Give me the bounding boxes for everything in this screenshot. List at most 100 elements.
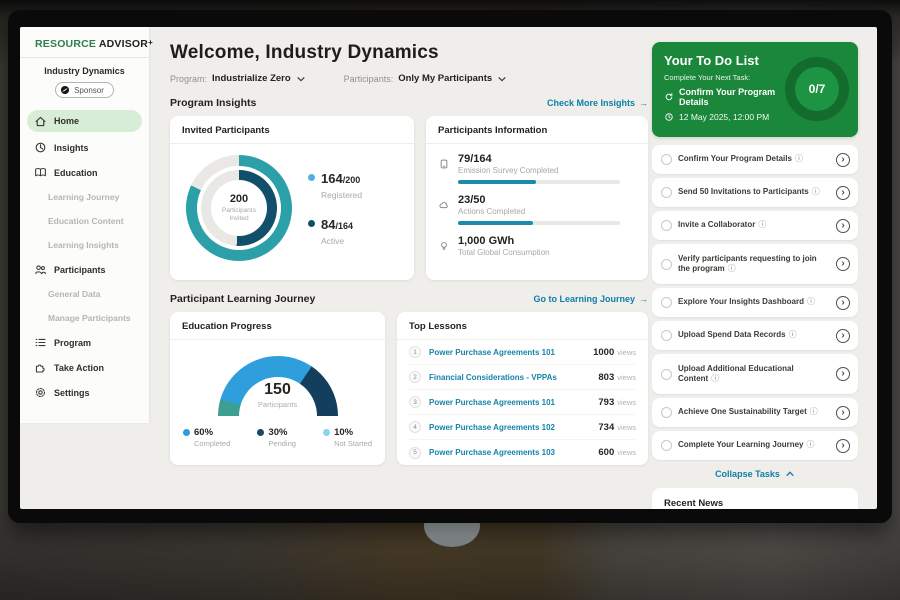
chevron-right-icon[interactable]: ›	[836, 219, 850, 233]
lesson-rank: 4	[409, 421, 421, 433]
lesson-title-link[interactable]: Power Purchase Agreements 103	[429, 448, 598, 457]
chevron-right-icon[interactable]: ›	[836, 367, 850, 381]
task-upload-spend-data[interactable]: Upload Spend Data Recordsⓘ ›	[652, 321, 858, 350]
lesson-title-link[interactable]: Financial Considerations - VPPAs	[429, 373, 598, 382]
info-icon[interactable]: ⓘ	[711, 374, 719, 383]
survey-icon	[438, 157, 450, 169]
legend-value: 60%	[194, 427, 213, 438]
monitor-bezel: RESOURCE ADVISOR+ Industry Dynamics Spon…	[8, 10, 892, 523]
task-checkbox[interactable]	[661, 330, 672, 341]
program-filter[interactable]: Program: Industrialize Zero	[170, 73, 306, 84]
lesson-row: 1 Power Purchase Agreements 101 1000 vie…	[409, 340, 636, 365]
task-achieve-sustainability-target[interactable]: Achieve One Sustainability Targetⓘ ›	[652, 398, 858, 427]
legend-dot	[308, 220, 315, 227]
lesson-rank: 2	[409, 371, 421, 383]
task-verify-participants[interactable]: Verify participants requesting to join t…	[652, 244, 858, 284]
home-icon	[34, 115, 47, 128]
sidebar-item-learning-insights[interactable]: Learning Insights	[20, 233, 149, 257]
education-icon	[34, 166, 47, 179]
sidebar-item-program[interactable]: Program	[20, 330, 149, 355]
chevron-right-icon[interactable]: ›	[836, 186, 850, 200]
lesson-title-link[interactable]: Power Purchase Agreements 101	[429, 398, 598, 407]
task-checkbox[interactable]	[661, 440, 672, 451]
chevron-right-icon[interactable]: ›	[836, 406, 850, 420]
legend-dot	[308, 174, 315, 181]
sidebar-item-participants[interactable]: Participants	[20, 257, 149, 282]
legend-not-started: 10% Not Started	[323, 427, 372, 448]
collapse-tasks-link[interactable]: Collapse Tasks	[652, 469, 858, 479]
task-checkbox[interactable]	[661, 297, 672, 308]
donut-center-value: 200	[230, 193, 248, 205]
sidebar-item-learning-journey[interactable]: Learning Journey	[20, 185, 149, 209]
sidebar-item-label: Participants	[54, 265, 106, 275]
task-complete-learning-journey[interactable]: Complete Your Learning Journeyⓘ ›	[652, 431, 858, 460]
program-filter-label: Program:	[170, 74, 207, 84]
program-icon	[34, 336, 47, 349]
sidebar-item-general-data[interactable]: General Data	[20, 282, 149, 306]
logo-plus-text: +	[148, 38, 153, 47]
chevron-right-icon[interactable]: ›	[836, 329, 850, 343]
lesson-row: 5 Power Purchase Agreements 103 600 view…	[409, 440, 636, 465]
task-checkbox[interactable]	[661, 259, 672, 270]
lesson-views: 793	[598, 397, 614, 408]
info-icon[interactable]: ⓘ	[812, 187, 820, 196]
task-checkbox[interactable]	[661, 369, 672, 380]
task-confirm-program-details[interactable]: Confirm Your Program Detailsⓘ ›	[652, 145, 858, 174]
donut-legend: 164/200 Registered 84/164 Active	[308, 170, 362, 246]
info-icon[interactable]: ⓘ	[728, 264, 736, 273]
stat-emission-survey: 79/164 Emission Survey Completed	[438, 153, 636, 184]
chevron-right-icon[interactable]: ›	[836, 296, 850, 310]
lesson-row: 4 Power Purchase Agreements 102 734 view…	[409, 415, 636, 440]
info-icon[interactable]: ⓘ	[758, 220, 766, 229]
task-explore-insights[interactable]: Explore Your Insights Dashboardⓘ ›	[652, 288, 858, 317]
task-checkbox[interactable]	[661, 220, 672, 231]
sidebar-item-education-content[interactable]: Education Content	[20, 209, 149, 233]
sidebar-item-insights[interactable]: Insights	[20, 135, 149, 160]
lesson-title-link[interactable]: Power Purchase Agreements 102	[429, 423, 598, 432]
progress-bar	[458, 180, 620, 184]
legend-total: /200	[343, 175, 361, 185]
sidebar-item-manage-participants[interactable]: Manage Participants	[20, 306, 149, 330]
task-upload-educational-content[interactable]: Upload Additional Educational Contentⓘ ›	[652, 354, 858, 394]
card-title: Education Progress	[170, 312, 385, 340]
info-icon[interactable]: ⓘ	[807, 297, 815, 306]
task-label: Achieve One Sustainability Target	[678, 407, 807, 416]
lesson-rank: 1	[409, 346, 421, 358]
logo-advisor-text: ADVISOR	[99, 38, 148, 50]
task-checkbox[interactable]	[661, 187, 672, 198]
todo-next-task-label: Confirm Your Program Details	[679, 87, 794, 107]
sidebar-item-settings[interactable]: Settings	[20, 380, 149, 405]
sidebar-item-label: Take Action	[54, 363, 104, 373]
participants-filter[interactable]: Participants: Only My Participants	[344, 73, 508, 84]
lesson-title-link[interactable]: Power Purchase Agreements 101	[429, 348, 593, 357]
settings-icon	[34, 386, 47, 399]
task-checkbox[interactable]	[661, 154, 672, 165]
lesson-views-label: views	[617, 423, 636, 432]
chevron-right-icon[interactable]: ›	[836, 153, 850, 167]
arrow-right-icon: →	[639, 294, 648, 304]
task-checkbox[interactable]	[661, 407, 672, 418]
chevron-right-icon[interactable]: ›	[836, 439, 850, 453]
sidebar-item-education[interactable]: Education	[20, 160, 149, 185]
lesson-views-label: views	[617, 448, 636, 457]
refresh-icon	[664, 92, 674, 102]
legend-dot	[183, 429, 190, 436]
go-to-learning-journey-link[interactable]: Go to Learning Journey →	[533, 294, 648, 304]
task-send-invitations[interactable]: Send 50 Invitations to Participantsⓘ ›	[652, 178, 858, 207]
task-invite-collaborator[interactable]: Invite a Collaboratorⓘ ›	[652, 211, 858, 240]
collapse-label: Collapse Tasks	[715, 469, 780, 479]
info-icon[interactable]: ⓘ	[789, 330, 797, 339]
lesson-views: 803	[598, 372, 614, 383]
link-label: Go to Learning Journey	[533, 294, 635, 304]
info-icon[interactable]: ⓘ	[807, 440, 815, 449]
education-gauge-chart: 150 Participants	[218, 356, 338, 416]
check-more-insights-link[interactable]: Check More Insights →	[547, 98, 648, 108]
sidebar-item-take-action[interactable]: Take Action	[20, 355, 149, 380]
sidebar-item-home[interactable]: Home	[27, 110, 142, 132]
chevron-right-icon[interactable]: ›	[836, 257, 850, 271]
info-icon[interactable]: ⓘ	[795, 154, 803, 163]
link-label: Check More Insights	[547, 98, 635, 108]
lightbulb-icon	[438, 239, 450, 251]
journey-cards-row: Education Progress 150 Participants 60% …	[170, 312, 648, 465]
info-icon[interactable]: ⓘ	[810, 407, 818, 416]
